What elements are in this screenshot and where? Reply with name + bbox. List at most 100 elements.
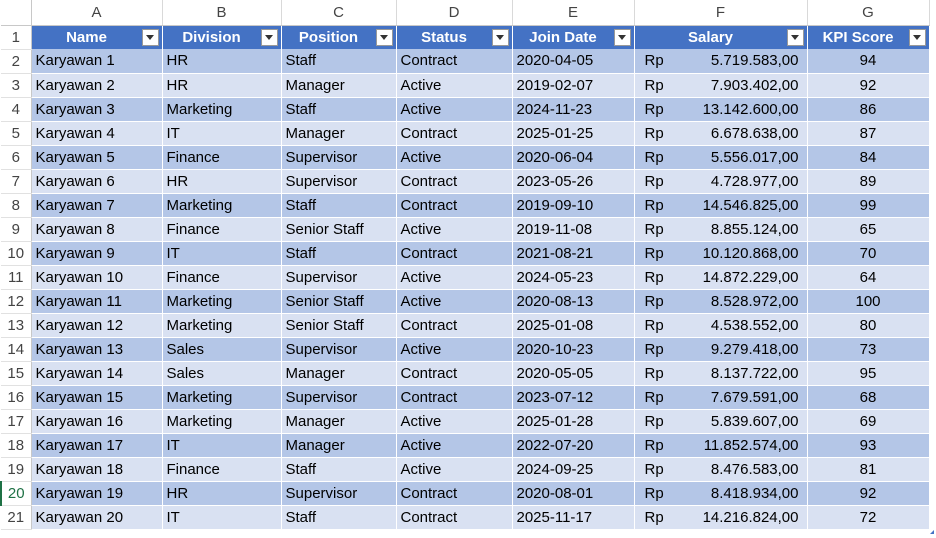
cell-division[interactable]: Marketing [162, 193, 282, 218]
row-header[interactable]: 1 [1, 25, 32, 50]
cell-kpi-score[interactable]: 86 [807, 97, 930, 122]
cell-kpi-score[interactable]: 100 [807, 289, 930, 314]
cell-salary[interactable]: Rp 7.903.402,00 [634, 73, 808, 98]
cell-position[interactable]: Manager [281, 409, 397, 434]
cell-status[interactable]: Active [396, 73, 513, 98]
filter-dropdown-icon[interactable] [908, 28, 926, 46]
cell-salary[interactable]: Rp 9.279.418,00 [634, 337, 808, 362]
column-header-b[interactable]: B [162, 0, 282, 26]
cell-name[interactable]: Karyawan 17 [31, 433, 163, 458]
cell-name[interactable]: Karyawan 13 [31, 337, 163, 362]
column-header-c[interactable]: C [281, 0, 397, 26]
row-header[interactable]: 6 [1, 145, 32, 170]
column-header-a[interactable]: A [31, 0, 163, 26]
cell-position[interactable]: Supervisor [281, 145, 397, 170]
row-header[interactable]: 15 [1, 361, 32, 386]
cell-salary[interactable]: Rp 7.679.591,00 [634, 385, 808, 410]
row-header[interactable]: 5 [1, 121, 32, 146]
cell-salary[interactable]: Rp 11.852.574,00 [634, 433, 808, 458]
row-header[interactable]: 14 [1, 337, 32, 362]
cell-division[interactable]: Sales [162, 337, 282, 362]
cell-kpi-score[interactable]: 65 [807, 217, 930, 242]
cell-join-date[interactable]: 2025-01-08 [512, 313, 635, 338]
cell-position[interactable]: Manager [281, 73, 397, 98]
cell-kpi-score[interactable]: 80 [807, 313, 930, 338]
cell-division[interactable]: Marketing [162, 409, 282, 434]
row-header[interactable]: 10 [1, 241, 32, 266]
cell-salary[interactable]: Rp 8.528.972,00 [634, 289, 808, 314]
cell-status[interactable]: Contract [396, 169, 513, 194]
cell-name[interactable]: Karyawan 15 [31, 385, 163, 410]
cell-status[interactable]: Contract [396, 49, 513, 74]
cell-position[interactable]: Senior Staff [281, 289, 397, 314]
cell-name[interactable]: Karyawan 2 [31, 73, 163, 98]
table-resize-handle[interactable] [930, 530, 934, 534]
cell-division[interactable]: Sales [162, 361, 282, 386]
cell-join-date[interactable]: 2024-11-23 [512, 97, 635, 122]
cell-position[interactable]: Manager [281, 361, 397, 386]
cell-kpi-score[interactable]: 69 [807, 409, 930, 434]
cell-join-date[interactable]: 2020-06-04 [512, 145, 635, 170]
cell-kpi-score[interactable]: 94 [807, 49, 930, 74]
cell-name[interactable]: Karyawan 9 [31, 241, 163, 266]
column-header-d[interactable]: D [396, 0, 513, 26]
row-header[interactable]: 21 [1, 505, 32, 530]
cell-salary[interactable]: Rp 14.872.229,00 [634, 265, 808, 290]
cell-join-date[interactable]: 2025-01-25 [512, 121, 635, 146]
row-header[interactable]: 16 [1, 385, 32, 410]
cell-join-date[interactable]: 2023-05-26 [512, 169, 635, 194]
cell-kpi-score[interactable]: 72 [807, 505, 930, 530]
cell-position[interactable]: Supervisor [281, 337, 397, 362]
cell-kpi-score[interactable]: 92 [807, 73, 930, 98]
cell-name[interactable]: Karyawan 3 [31, 97, 163, 122]
cell-join-date[interactable]: 2020-08-01 [512, 481, 635, 506]
cell-salary[interactable]: Rp 8.855.124,00 [634, 217, 808, 242]
cell-status[interactable]: Active [396, 337, 513, 362]
cell-status[interactable]: Contract [396, 481, 513, 506]
cell-name[interactable]: Karyawan 7 [31, 193, 163, 218]
cell-status[interactable]: Active [396, 97, 513, 122]
column-header-f[interactable]: F [634, 0, 808, 26]
filter-dropdown-icon[interactable] [613, 28, 631, 46]
cell-salary[interactable]: Rp 6.678.638,00 [634, 121, 808, 146]
cell-name[interactable]: Karyawan 11 [31, 289, 163, 314]
cell-status[interactable]: Contract [396, 121, 513, 146]
cell-position[interactable]: Staff [281, 505, 397, 530]
cell-name[interactable]: Karyawan 14 [31, 361, 163, 386]
cell-name[interactable]: Karyawan 18 [31, 457, 163, 482]
cell-join-date[interactable]: 2019-11-08 [512, 217, 635, 242]
cell-division[interactable]: Finance [162, 457, 282, 482]
cell-position[interactable]: Staff [281, 241, 397, 266]
cell-division[interactable]: Marketing [162, 97, 282, 122]
filter-dropdown-icon[interactable] [491, 28, 509, 46]
cell-status[interactable]: Contract [396, 241, 513, 266]
cell-salary[interactable]: Rp 5.839.607,00 [634, 409, 808, 434]
row-header[interactable]: 7 [1, 169, 32, 194]
cell-division[interactable]: IT [162, 433, 282, 458]
cell-kpi-score[interactable]: 87 [807, 121, 930, 146]
cell-status[interactable]: Active [396, 145, 513, 170]
cell-salary[interactable]: Rp 4.728.977,00 [634, 169, 808, 194]
row-header[interactable]: 9 [1, 217, 32, 242]
cell-name[interactable]: Karyawan 20 [31, 505, 163, 530]
cell-salary[interactable]: Rp 13.142.600,00 [634, 97, 808, 122]
cell-name[interactable]: Karyawan 8 [31, 217, 163, 242]
cell-division[interactable]: Marketing [162, 289, 282, 314]
cell-join-date[interactable]: 2019-09-10 [512, 193, 635, 218]
cell-division[interactable]: HR [162, 49, 282, 74]
cell-kpi-score[interactable]: 95 [807, 361, 930, 386]
cell-position[interactable]: Supervisor [281, 265, 397, 290]
cell-position[interactable]: Staff [281, 49, 397, 74]
cell-join-date[interactable]: 2020-05-05 [512, 361, 635, 386]
cell-status[interactable]: Active [396, 265, 513, 290]
cell-position[interactable]: Manager [281, 433, 397, 458]
cell-kpi-score[interactable]: 89 [807, 169, 930, 194]
cell-position[interactable]: Senior Staff [281, 313, 397, 338]
row-header[interactable]: 18 [1, 433, 32, 458]
cell-status[interactable]: Contract [396, 361, 513, 386]
cell-join-date[interactable]: 2025-01-28 [512, 409, 635, 434]
cell-salary[interactable]: Rp 5.719.583,00 [634, 49, 808, 74]
row-header[interactable]: 17 [1, 409, 32, 434]
cell-division[interactable]: Finance [162, 217, 282, 242]
cell-kpi-score[interactable]: 81 [807, 457, 930, 482]
